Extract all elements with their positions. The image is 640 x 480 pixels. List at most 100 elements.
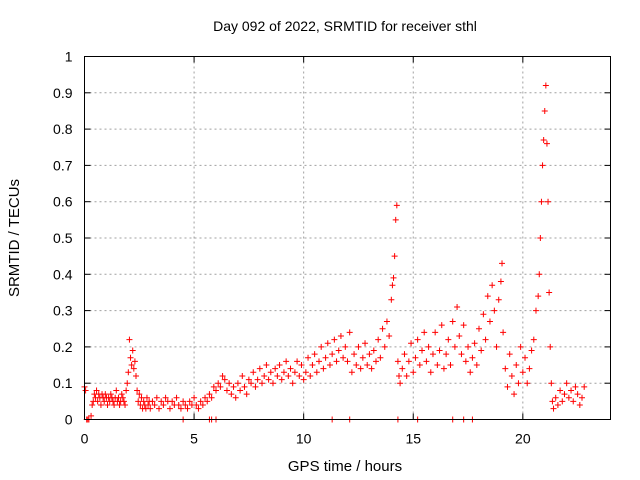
data-point (484, 293, 491, 300)
data-point (495, 296, 502, 303)
data-point (136, 391, 143, 398)
data-point (135, 398, 142, 405)
x-tick-labels: 0 5 10 15 20 (81, 431, 531, 447)
y-tick-label: 0.4 (53, 266, 73, 282)
data-point (447, 362, 454, 369)
data-point (377, 354, 384, 361)
data-point (250, 369, 257, 376)
data-point (458, 351, 465, 358)
data-point (278, 376, 285, 383)
data-point (340, 354, 347, 361)
data-point (107, 391, 114, 398)
data-point (469, 354, 476, 361)
data-point (460, 322, 467, 329)
data-point (252, 383, 259, 390)
x-tick-label: 0 (81, 431, 89, 447)
data-point (489, 282, 496, 289)
data-point (538, 198, 545, 205)
data-series (81, 82, 588, 423)
data-point (305, 354, 312, 361)
data-point (182, 401, 189, 408)
data-point (513, 362, 520, 369)
data-point (454, 303, 461, 310)
data-point (206, 391, 213, 398)
data-point (549, 398, 556, 405)
data-point (557, 387, 564, 394)
data-point (478, 347, 485, 354)
data-point (259, 380, 266, 387)
data-point (515, 380, 522, 387)
data-point (480, 311, 487, 318)
data-point (412, 354, 419, 361)
data-point (122, 401, 129, 408)
data-point (234, 380, 241, 387)
data-point (313, 369, 320, 376)
data-point (456, 333, 463, 340)
data-point (298, 362, 305, 369)
data-point (145, 401, 152, 408)
data-point (545, 198, 552, 205)
data-point (116, 401, 123, 408)
data-point (210, 383, 217, 390)
data-point (530, 336, 537, 343)
data-point (197, 398, 204, 405)
data-point (537, 235, 544, 241)
data-point (497, 278, 504, 285)
data-point (547, 343, 554, 350)
data-point (368, 365, 375, 372)
data-point (283, 358, 290, 365)
data-point (389, 282, 396, 289)
data-point (403, 372, 410, 379)
y-tick-label: 0.6 (53, 194, 73, 210)
data-point (302, 369, 309, 376)
data-point (333, 358, 340, 365)
data-point (280, 369, 287, 376)
x-tick-label: 15 (405, 431, 421, 447)
data-point (276, 362, 283, 369)
data-point (552, 394, 559, 401)
data-point (451, 343, 458, 350)
data-point (186, 398, 193, 405)
data-point (113, 387, 120, 394)
data-point (101, 398, 108, 405)
data-point (554, 401, 561, 408)
data-point (294, 358, 301, 365)
data-point (307, 372, 314, 379)
data-point (94, 398, 101, 405)
data-point (153, 394, 160, 401)
data-point (559, 398, 566, 405)
data-point (550, 405, 557, 412)
data-point (208, 394, 215, 401)
data-point (221, 376, 228, 383)
data-point (438, 322, 445, 329)
data-point (572, 383, 579, 390)
data-point (232, 394, 239, 401)
data-point (162, 394, 169, 401)
data-point (443, 351, 450, 358)
data-point (563, 380, 570, 387)
data-point (508, 372, 515, 379)
data-point (542, 82, 549, 89)
data-point (215, 380, 222, 387)
data-point (204, 398, 211, 405)
data-point (138, 394, 145, 401)
data-point (391, 253, 398, 260)
data-point (434, 362, 441, 369)
data-point (502, 365, 509, 372)
data-point (348, 369, 355, 376)
data-point (351, 351, 358, 358)
data-point (421, 329, 428, 336)
data-point (223, 387, 230, 394)
data-point (396, 372, 403, 379)
data-point (217, 383, 224, 390)
data-point (97, 401, 104, 408)
data-point (269, 380, 276, 387)
data-point (579, 394, 586, 401)
data-point (124, 380, 131, 387)
plot-frame (84, 56, 611, 420)
data-point (528, 347, 535, 354)
data-point (482, 336, 489, 343)
data-point (143, 394, 150, 401)
data-point (202, 394, 209, 401)
data-point (131, 358, 138, 365)
